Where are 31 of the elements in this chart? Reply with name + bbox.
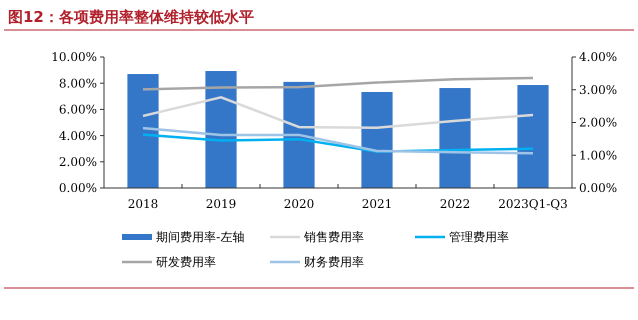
bar [127,74,159,188]
y-tick-label: 8.00% [58,76,97,90]
line-series [142,96,534,129]
y2-tick-label: 4.00% [579,50,618,64]
x-tick-label: 2018 [128,197,158,211]
y-tick-label: 0.00% [58,181,97,196]
bar [361,92,393,188]
y-tick-label: 10.00% [51,50,97,64]
legend-label: 期间费用率-左轴 [156,230,244,244]
y-tick-label: 4.00% [58,128,97,143]
y-tick-label: 6.00% [58,102,97,117]
legend-label: 财务费用率 [304,255,364,270]
y-tick-label: 2.00% [58,155,97,169]
bar [517,85,549,188]
line-series [142,126,534,155]
x-tick-label: 2023Q1-Q3 [498,197,568,211]
x-tick-label: 2021 [362,197,392,211]
y2-tick-label: 3.00% [579,82,618,97]
line-series [142,76,534,91]
legend-label: 销售费用率 [303,230,364,244]
y2-tick-label: 1.00% [579,148,618,162]
bar [205,71,237,188]
x-tick-label: 2022 [440,197,470,211]
x-tick-label: 2019 [206,197,236,211]
legend-label: 管理费用率 [449,230,509,244]
x-tick-label: 2020 [284,197,314,211]
y2-tick-label: 2.00% [579,116,618,130]
y2-tick-label: 0.00% [579,181,618,196]
bar [439,88,471,188]
chart-title: 图12：各项费用率整体维持较低水平 [8,8,254,26]
legend-label: 研发费用率 [156,255,216,270]
